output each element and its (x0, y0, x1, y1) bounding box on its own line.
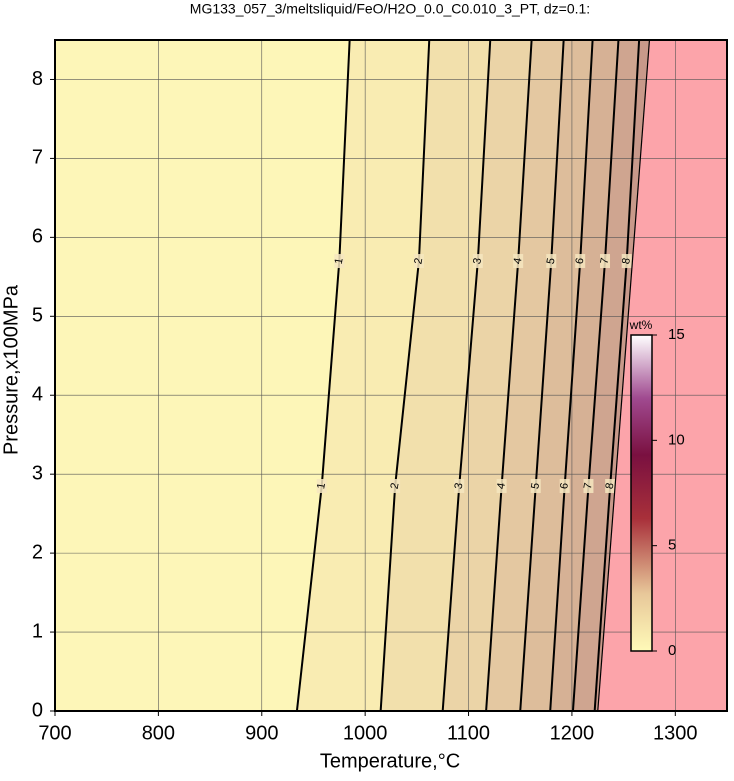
contour-label-bg (390, 479, 401, 494)
plot-frame (54, 39, 728, 712)
contour-label-bg (530, 479, 541, 494)
y-tick-label: 0 (32, 699, 43, 721)
colorbar-tick-label: 0 (668, 642, 676, 659)
colorbar-tick-label: 5 (668, 537, 676, 554)
y-tick-label: 1 (32, 620, 43, 642)
y-tick-label: 7 (32, 147, 43, 169)
contour-label: 2 (412, 257, 425, 265)
contour-label-bg (513, 254, 524, 269)
contour-label-bg (413, 254, 424, 269)
contour-label-bg (316, 479, 327, 494)
contour-label: 1 (333, 257, 346, 265)
contour-label-bg (583, 479, 594, 494)
contour-label-bg (621, 254, 632, 269)
contour-line (549, 40, 594, 711)
y-tick-label: 2 (32, 541, 43, 563)
colorbar-tick-label: 10 (668, 431, 685, 448)
colorbar (630, 334, 653, 652)
x-tick-label: 1300 (653, 722, 698, 744)
chart-title: MG133_057_3/meltsliquid/FeO/H2O_0.0_C0.0… (190, 1, 590, 17)
contour-line (485, 40, 533, 711)
contour-label-bg (334, 254, 345, 269)
colorbar-tick-label: 15 (668, 326, 685, 343)
x-tick-label: 800 (142, 722, 175, 744)
contour-label-bg (575, 254, 586, 269)
x-tick-label: 900 (245, 722, 278, 744)
x-tick-label: 1100 (447, 722, 490, 744)
contour-label: 4 (495, 482, 508, 490)
x-tick-label: 1200 (550, 722, 595, 744)
contour-line (441, 40, 492, 711)
boundary-line (597, 40, 651, 711)
contour-label: 8 (604, 482, 617, 490)
contour-label: 7 (598, 257, 611, 265)
contour-label: 6 (558, 482, 571, 490)
contour-label: 1 (315, 482, 328, 490)
x-tick-label: 1000 (343, 722, 388, 744)
contour-label: 5 (545, 257, 558, 265)
contour-line (571, 40, 620, 711)
y-tick-label: 4 (32, 384, 43, 406)
contour-line (593, 40, 641, 711)
y-tick-label: 3 (32, 462, 43, 484)
x-tick-label: 700 (38, 722, 71, 744)
y-tick-label: 5 (32, 305, 43, 327)
contour-label-bg (546, 254, 557, 269)
contour-label: 4 (512, 257, 525, 265)
contour-label: 8 (620, 257, 633, 265)
contour-label-bg (559, 479, 570, 494)
y-tick-label: 6 (32, 226, 43, 248)
contour-label: 3 (471, 257, 484, 265)
contour-label-bg (496, 479, 507, 494)
x-axis-label: Temperature,°C (320, 750, 460, 772)
region (597, 40, 727, 711)
contour-line (379, 40, 431, 711)
plot-area: 1 1 2 2 3 3 4 4 5 5 6 6 7 7 8 8 (55, 40, 727, 711)
contour-label: 2 (389, 482, 402, 490)
y-axis-label: Pressure,x100MPa (0, 284, 22, 455)
contour-line (295, 40, 351, 711)
contour-label-bg (605, 479, 616, 494)
y-tick-label: 8 (32, 68, 43, 90)
contour-label: 3 (453, 482, 466, 490)
contour-label: 6 (574, 257, 587, 265)
contour-label-bg (600, 254, 611, 269)
contour-label: 5 (529, 482, 542, 490)
contour-line (519, 40, 565, 711)
contour-label-bg (472, 254, 483, 269)
colorbar-label: wt% (629, 318, 653, 332)
contour-label-bg (454, 479, 465, 494)
contour-label: 7 (582, 482, 595, 490)
